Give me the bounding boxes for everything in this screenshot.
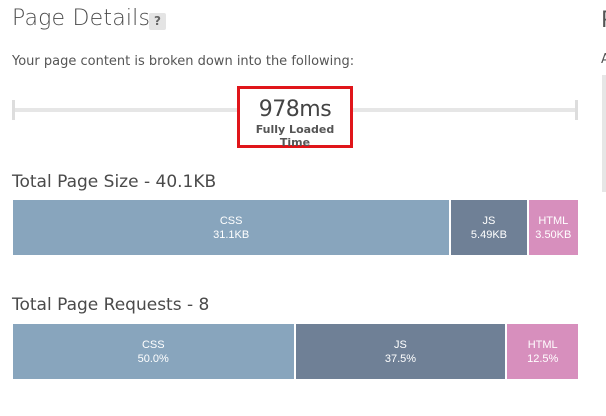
- total-page-requests-title: Total Page Requests - 8: [12, 295, 210, 315]
- size-segment-css[interactable]: CSS 31.1KB: [13, 200, 452, 255]
- requests-segment-js[interactable]: JS 37.5%: [295, 324, 508, 379]
- adjacent-panel-edge: P A: [600, 0, 606, 416]
- requests-segment-html[interactable]: HTML 12.5%: [507, 324, 578, 379]
- requests-segment-js-label: JS: [394, 338, 407, 351]
- requests-segment-css-value: 50.0%: [137, 352, 169, 365]
- adjacent-panel-title-fragment: P: [601, 8, 606, 33]
- requests-segment-js-value: 37.5%: [384, 352, 417, 365]
- page-requests-breakdown-bar: CSS 50.0% JS 37.5% HTML 12.5%: [13, 324, 578, 379]
- timeline-start-marker: [12, 100, 15, 120]
- fully-loaded-time-label: Fully Loaded Time: [255, 123, 335, 149]
- total-page-size-title: Total Page Size - 40.1KB: [12, 172, 217, 192]
- size-segment-html[interactable]: HTML 3.50KB: [528, 200, 578, 255]
- size-segment-html-label: HTML: [538, 214, 569, 227]
- page-title: Page Details: [12, 6, 151, 31]
- help-icon[interactable]: ?: [149, 13, 166, 30]
- size-segment-css-value: 31.1KB: [213, 228, 250, 241]
- page-size-breakdown-bar: CSS 31.1KB JS 5.49KB HTML 3.50KB: [13, 200, 578, 255]
- requests-segment-html-value: 12.5%: [527, 352, 559, 365]
- size-segment-css-label: CSS: [219, 214, 243, 227]
- page-subtitle: Your page content is broken down into th…: [12, 54, 355, 69]
- requests-segment-html-label: HTML: [527, 338, 558, 351]
- size-segment-js-label: JS: [482, 214, 496, 227]
- size-segment-js[interactable]: JS 5.49KB: [451, 200, 529, 255]
- adjacent-panel-text-fragment: A: [601, 52, 606, 67]
- requests-segment-css[interactable]: CSS 50.0%: [13, 324, 296, 379]
- size-segment-js-value: 5.49KB: [470, 228, 508, 241]
- adjacent-panel-divider: [602, 75, 606, 192]
- requests-segment-css-label: CSS: [141, 338, 165, 351]
- fully-loaded-time-value: 978ms: [258, 97, 332, 122]
- fully-loaded-time-marker: 978ms Fully Loaded Time: [237, 86, 353, 149]
- timeline-end-marker: [575, 100, 578, 120]
- size-segment-html-value: 3.50KB: [535, 228, 572, 241]
